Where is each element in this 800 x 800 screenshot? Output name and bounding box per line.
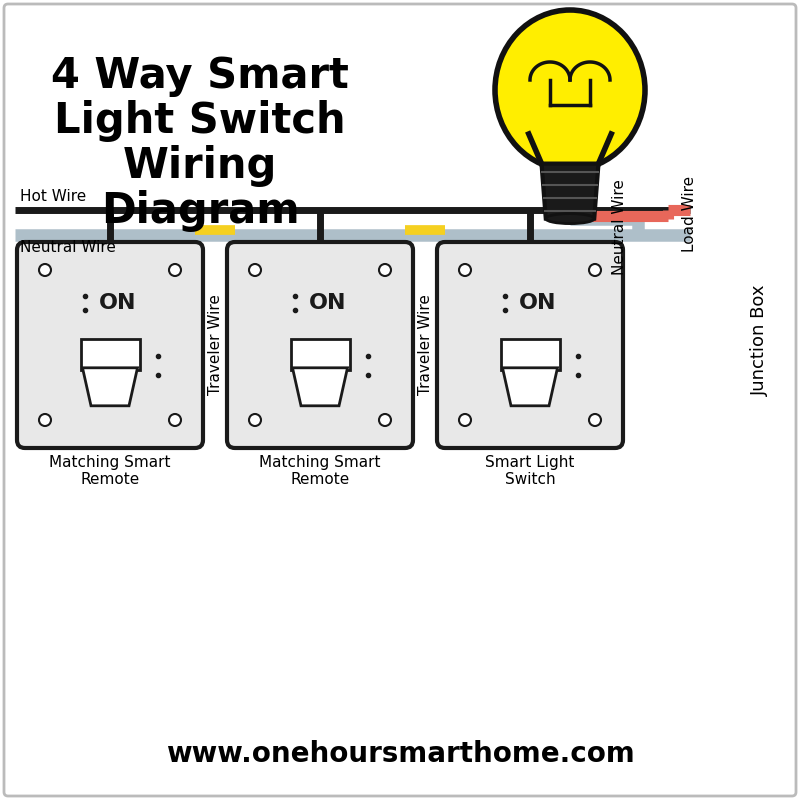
Text: ON: ON — [310, 293, 346, 313]
Text: Light Switch: Light Switch — [54, 100, 346, 142]
Text: 4 Way Smart: 4 Way Smart — [51, 55, 349, 97]
Circle shape — [249, 414, 261, 426]
Polygon shape — [82, 368, 138, 406]
Circle shape — [169, 264, 181, 276]
Circle shape — [249, 264, 261, 276]
Text: Neutral Wire: Neutral Wire — [613, 179, 627, 274]
FancyBboxPatch shape — [81, 339, 139, 370]
FancyBboxPatch shape — [4, 4, 796, 796]
FancyBboxPatch shape — [437, 242, 623, 448]
Circle shape — [39, 414, 51, 426]
Text: Hot Wire: Hot Wire — [20, 189, 86, 204]
Polygon shape — [529, 134, 611, 164]
Ellipse shape — [546, 214, 594, 223]
Text: Matching Smart
Remote: Matching Smart Remote — [50, 455, 170, 487]
Polygon shape — [293, 368, 347, 406]
Text: Neutral Wire: Neutral Wire — [20, 240, 116, 255]
Text: Traveler Wire: Traveler Wire — [207, 294, 222, 395]
Ellipse shape — [495, 10, 645, 170]
Text: ON: ON — [519, 293, 557, 313]
Polygon shape — [502, 368, 558, 406]
Text: Junction Box: Junction Box — [751, 284, 769, 396]
Circle shape — [379, 414, 391, 426]
FancyBboxPatch shape — [501, 339, 559, 370]
Text: www.onehoursmarthome.com: www.onehoursmarthome.com — [166, 740, 634, 768]
Text: Wiring: Wiring — [123, 145, 277, 187]
FancyBboxPatch shape — [290, 339, 350, 370]
Circle shape — [459, 414, 471, 426]
Circle shape — [379, 264, 391, 276]
Text: ON: ON — [99, 293, 137, 313]
Circle shape — [459, 264, 471, 276]
Text: Smart Light
Switch: Smart Light Switch — [486, 455, 574, 487]
Circle shape — [39, 264, 51, 276]
FancyBboxPatch shape — [227, 242, 413, 448]
Circle shape — [169, 414, 181, 426]
Circle shape — [589, 264, 601, 276]
Text: Load Wire: Load Wire — [682, 176, 698, 252]
Text: Matching Smart
Remote: Matching Smart Remote — [259, 455, 381, 487]
Circle shape — [589, 414, 601, 426]
Text: Traveler Wire: Traveler Wire — [418, 294, 433, 395]
Text: Diagram: Diagram — [101, 190, 299, 232]
FancyBboxPatch shape — [17, 242, 203, 448]
Polygon shape — [542, 164, 598, 218]
